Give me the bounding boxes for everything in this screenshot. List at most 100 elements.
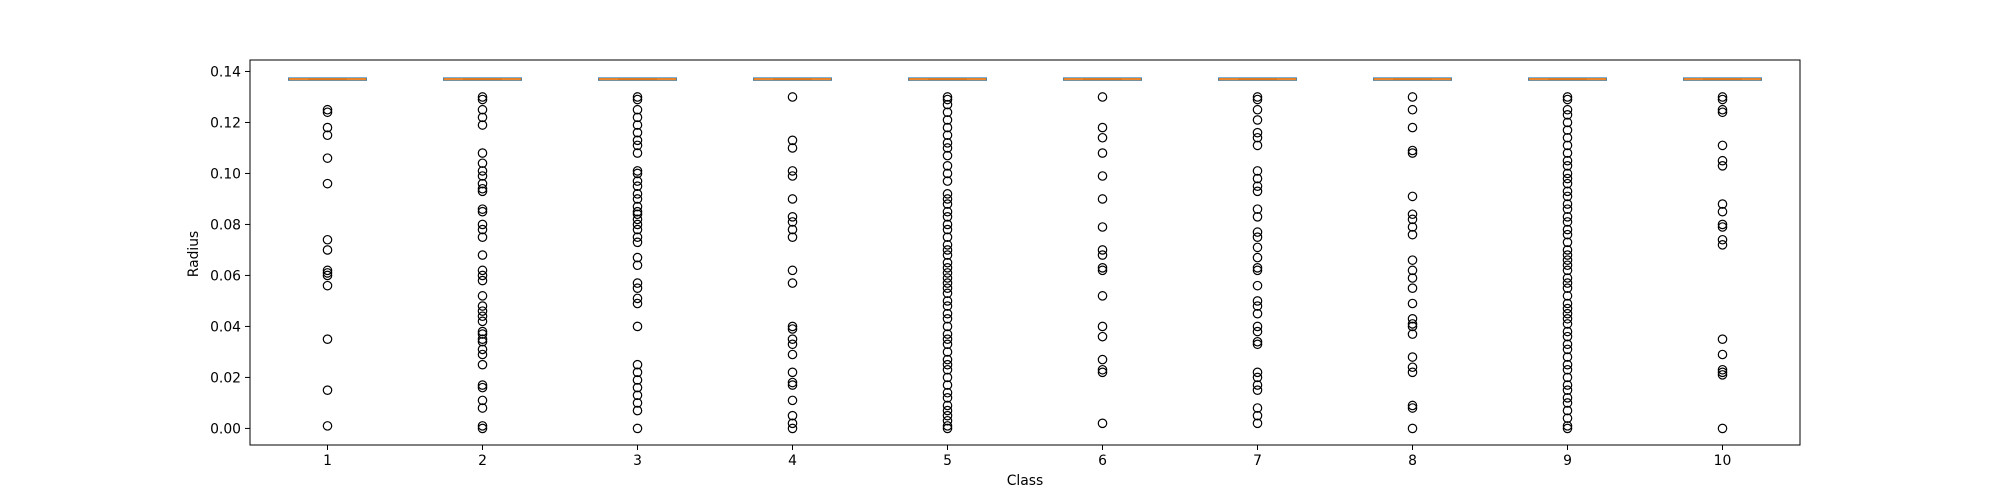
flier-point bbox=[1407, 122, 1418, 133]
flier-point bbox=[1252, 403, 1263, 413]
flier-point bbox=[1562, 168, 1573, 179]
flier-point bbox=[1252, 410, 1263, 421]
flier-point bbox=[632, 283, 643, 293]
flier-point bbox=[1252, 166, 1263, 176]
flier-point bbox=[1252, 242, 1263, 253]
flier-point bbox=[787, 321, 798, 332]
flier-point bbox=[942, 130, 953, 141]
flier-point bbox=[1252, 280, 1263, 291]
flier-point bbox=[942, 262, 953, 273]
flier-point bbox=[477, 265, 488, 276]
flier-point bbox=[1562, 359, 1573, 370]
flier-point bbox=[632, 148, 643, 158]
flier-point bbox=[1407, 321, 1418, 332]
flier-point bbox=[1252, 252, 1263, 263]
flier-point bbox=[1407, 209, 1418, 220]
flier-point bbox=[477, 395, 488, 406]
flier-point bbox=[1097, 354, 1108, 365]
flier-point bbox=[632, 278, 643, 288]
flier-point bbox=[1717, 161, 1728, 171]
x-tick-label: 5 bbox=[943, 453, 952, 469]
flier-point bbox=[632, 367, 643, 378]
flier-point bbox=[477, 204, 488, 214]
flier-point bbox=[477, 349, 488, 360]
flier-point bbox=[632, 405, 643, 416]
flier-point bbox=[1562, 273, 1573, 283]
flier-point bbox=[787, 265, 798, 276]
flier-point bbox=[1407, 145, 1418, 156]
flier-point bbox=[1562, 291, 1573, 301]
flier-point bbox=[1252, 140, 1263, 151]
flier-point bbox=[942, 393, 953, 403]
flier-point bbox=[1562, 331, 1573, 342]
flier-point bbox=[477, 94, 488, 105]
flier-point bbox=[1407, 148, 1418, 158]
flier-point bbox=[322, 104, 333, 115]
flier-point bbox=[1562, 364, 1573, 375]
flier-point bbox=[1717, 423, 1728, 434]
box-group-7 bbox=[1218, 77, 1297, 429]
flier-point bbox=[787, 232, 798, 242]
flier-point bbox=[477, 224, 488, 235]
flier-point bbox=[632, 120, 643, 130]
flier-point bbox=[1562, 161, 1573, 171]
flier-point bbox=[477, 421, 488, 431]
flier-point bbox=[787, 349, 798, 360]
y-tick-label: 0.06 bbox=[210, 268, 241, 284]
flier-point bbox=[322, 122, 333, 133]
flier-point bbox=[1562, 237, 1573, 248]
flier-point bbox=[477, 403, 488, 413]
flier-point bbox=[942, 329, 953, 339]
flier-point bbox=[632, 359, 643, 370]
flier-point bbox=[477, 270, 488, 281]
flier-point bbox=[942, 250, 953, 260]
flier-point bbox=[1252, 385, 1263, 395]
flier-point bbox=[942, 296, 953, 306]
flier-point bbox=[1097, 364, 1108, 375]
flier-point bbox=[787, 143, 798, 153]
flier-point bbox=[632, 219, 643, 230]
box-group-1 bbox=[288, 77, 367, 431]
flier-point bbox=[787, 334, 798, 344]
flier-point bbox=[1407, 265, 1418, 276]
y-axis-label: Radius bbox=[186, 231, 202, 278]
flier-point bbox=[942, 410, 953, 421]
flier-point bbox=[1717, 92, 1728, 102]
flier-point bbox=[1407, 367, 1418, 378]
flier-point bbox=[1252, 212, 1263, 222]
flier-point bbox=[632, 140, 643, 151]
flier-point bbox=[477, 120, 488, 130]
flier-point bbox=[942, 273, 953, 283]
flier-point bbox=[1562, 199, 1573, 209]
box-group-4 bbox=[753, 77, 832, 434]
flier-point bbox=[1562, 173, 1573, 184]
flier-point bbox=[1097, 222, 1108, 232]
flier-point bbox=[787, 380, 798, 390]
flier-point bbox=[1562, 344, 1573, 355]
flier-point bbox=[477, 104, 488, 115]
flier-point bbox=[1717, 104, 1728, 115]
flier-point bbox=[1407, 283, 1418, 293]
flier-point bbox=[1407, 92, 1418, 102]
flier-point bbox=[477, 336, 488, 347]
flier-point bbox=[942, 189, 953, 199]
flier-point bbox=[1097, 92, 1108, 102]
flier-point bbox=[787, 410, 798, 421]
flier-point bbox=[1717, 219, 1728, 230]
flier-point bbox=[1562, 423, 1573, 434]
flier-point bbox=[632, 232, 643, 242]
flier-point bbox=[1407, 229, 1418, 240]
box-group-2 bbox=[443, 77, 522, 434]
flier-point bbox=[1562, 413, 1573, 424]
flier-point bbox=[1562, 385, 1573, 395]
flier-point bbox=[632, 209, 643, 220]
flier-point bbox=[1562, 405, 1573, 416]
flier-point bbox=[1562, 155, 1573, 166]
flier-point bbox=[632, 252, 643, 263]
flier-point bbox=[1252, 301, 1263, 311]
flier-point bbox=[942, 199, 953, 209]
flier-point bbox=[942, 301, 953, 311]
flier-point bbox=[477, 334, 488, 344]
flier-point bbox=[1097, 132, 1108, 143]
flier-point bbox=[1407, 214, 1418, 225]
